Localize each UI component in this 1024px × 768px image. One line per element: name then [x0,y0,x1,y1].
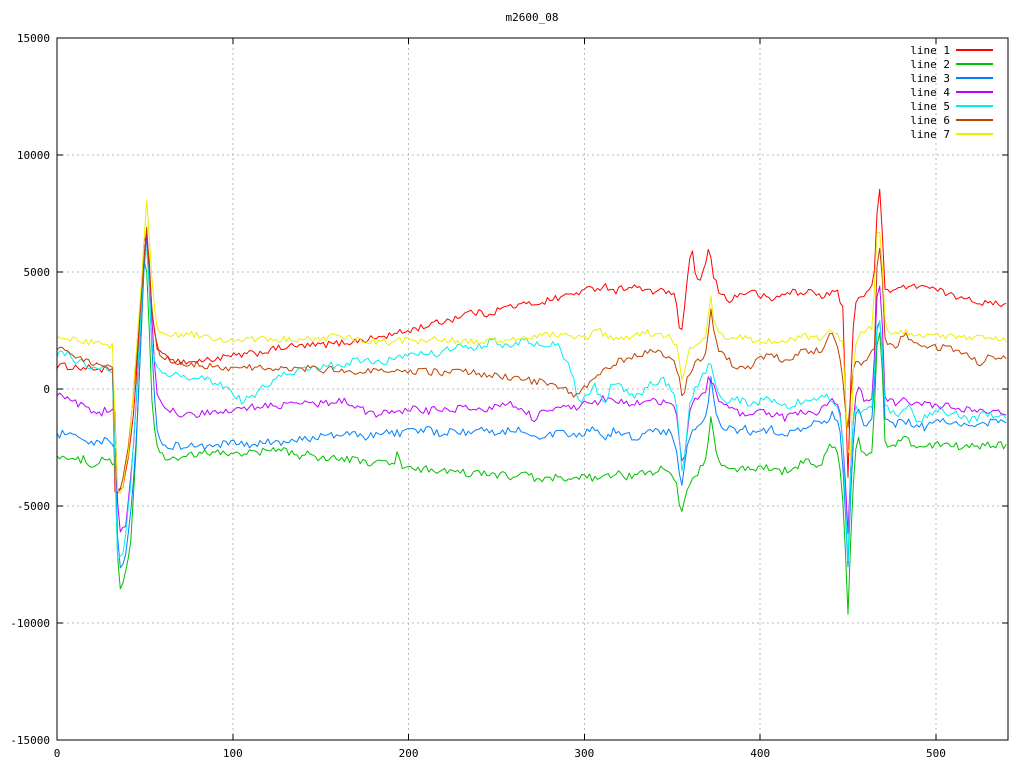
x-tick-label-400: 400 [750,747,770,760]
y-tick-label--10000: -10000 [10,617,50,630]
legend-item-4: line 4 [910,86,993,99]
chart-title: m2600_08 [506,11,559,24]
series-line-4 [57,233,1007,534]
legend-item-3: line 3 [910,72,993,85]
legend-label-5: line 5 [910,100,950,113]
legend-label-6: line 6 [910,114,950,127]
series-line-6 [57,226,1007,491]
legend-item-6: line 6 [910,114,993,127]
x-tick-label-300: 300 [574,747,594,760]
y-tick-label-5000: 5000 [24,266,51,279]
series-line-3 [57,235,1007,569]
series-layer [57,188,1007,615]
legend-label-1: line 1 [910,44,950,57]
legend-item-7: line 7 [910,128,993,141]
legend-label-2: line 2 [910,58,950,71]
legend-label-4: line 4 [910,86,950,99]
series-line-7 [57,199,1007,494]
series-line-5 [57,249,1007,561]
x-tick-label-200: 200 [399,747,419,760]
legend-item-2: line 2 [910,58,993,71]
x-tick-label-500: 500 [926,747,946,760]
y-tick-label-0: 0 [43,383,50,396]
legend-item-1: line 1 [910,44,993,57]
legend-item-5: line 5 [910,100,993,113]
y-tick-label-15000: 15000 [17,32,50,45]
x-tick-label-100: 100 [223,747,243,760]
series-line-2 [57,259,1007,615]
y-tick-label-10000: 10000 [17,149,50,162]
series-line-1 [57,188,1007,494]
x-tick-label-0: 0 [54,747,61,760]
plot-border [56,37,1009,741]
legend-label-3: line 3 [910,72,950,85]
y-tick-label--5000: -5000 [17,500,50,513]
y-tick-label--15000: -15000 [10,734,50,747]
legend-label-7: line 7 [910,128,950,141]
grid-layer [57,38,1008,740]
axis-layer: 0 100 200 300 400 500 -15000 -10000 -5000 0 5000 10… [10,32,1008,760]
